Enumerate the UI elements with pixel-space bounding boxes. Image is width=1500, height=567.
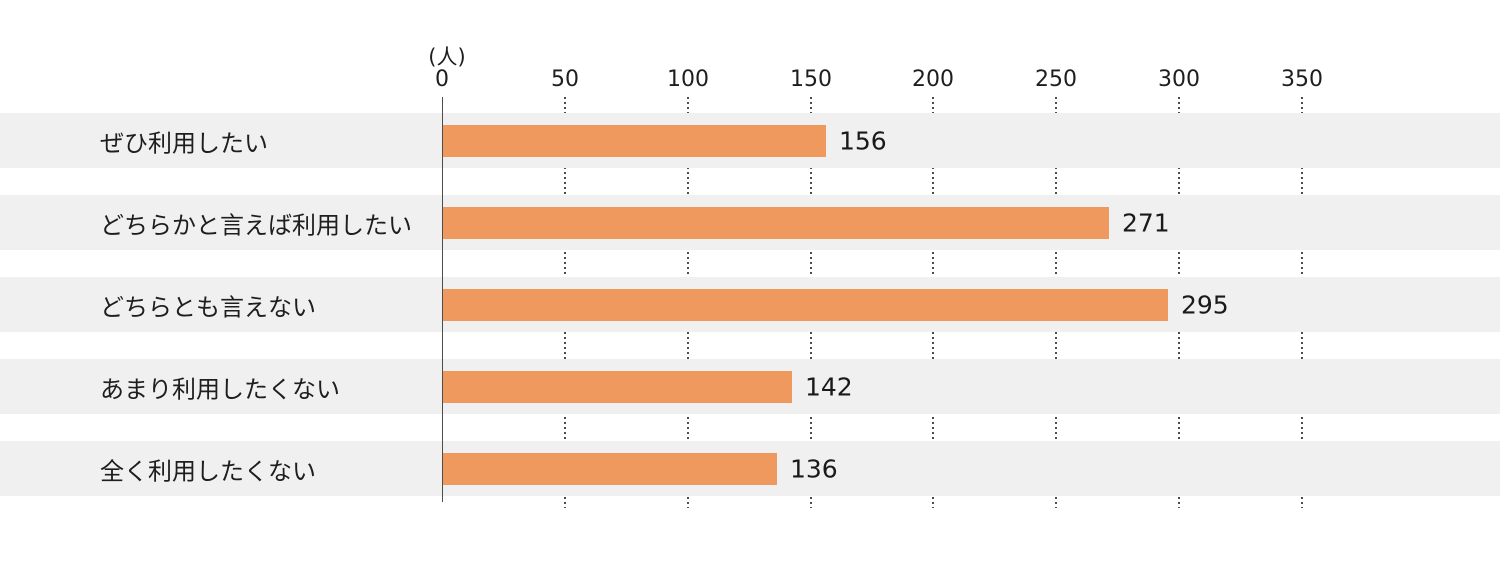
category-label: どちらかと言えば利用したい — [100, 211, 412, 239]
value-label: 142 — [805, 372, 853, 401]
value-label: 136 — [790, 454, 838, 483]
axis-unit-label: (人) — [428, 45, 466, 69]
x-tick-label-50: 50 — [551, 67, 579, 92]
x-tick-label-250: 250 — [1035, 67, 1077, 92]
x-tick-label-0: 0 — [435, 67, 449, 92]
bar — [443, 206, 1109, 239]
category-label: 全く利用したくない — [100, 457, 316, 485]
category-label: あまり利用したくない — [100, 375, 340, 403]
category-label: ぜひ利用したい — [100, 129, 268, 157]
bar — [443, 452, 777, 485]
x-tick-label-350: 350 — [1281, 67, 1323, 92]
value-label: 271 — [1122, 208, 1170, 237]
value-label: 295 — [1181, 290, 1229, 319]
x-tick-label-300: 300 — [1158, 67, 1200, 92]
value-label: 156 — [839, 126, 887, 155]
bar — [443, 124, 826, 157]
x-tick-label-200: 200 — [912, 67, 954, 92]
y-axis-line — [442, 97, 443, 502]
bar — [443, 288, 1168, 321]
x-tick-label-150: 150 — [790, 67, 832, 92]
bar — [443, 370, 792, 403]
x-tick-label-100: 100 — [667, 67, 709, 92]
category-label: どちらとも言えない — [100, 293, 316, 321]
